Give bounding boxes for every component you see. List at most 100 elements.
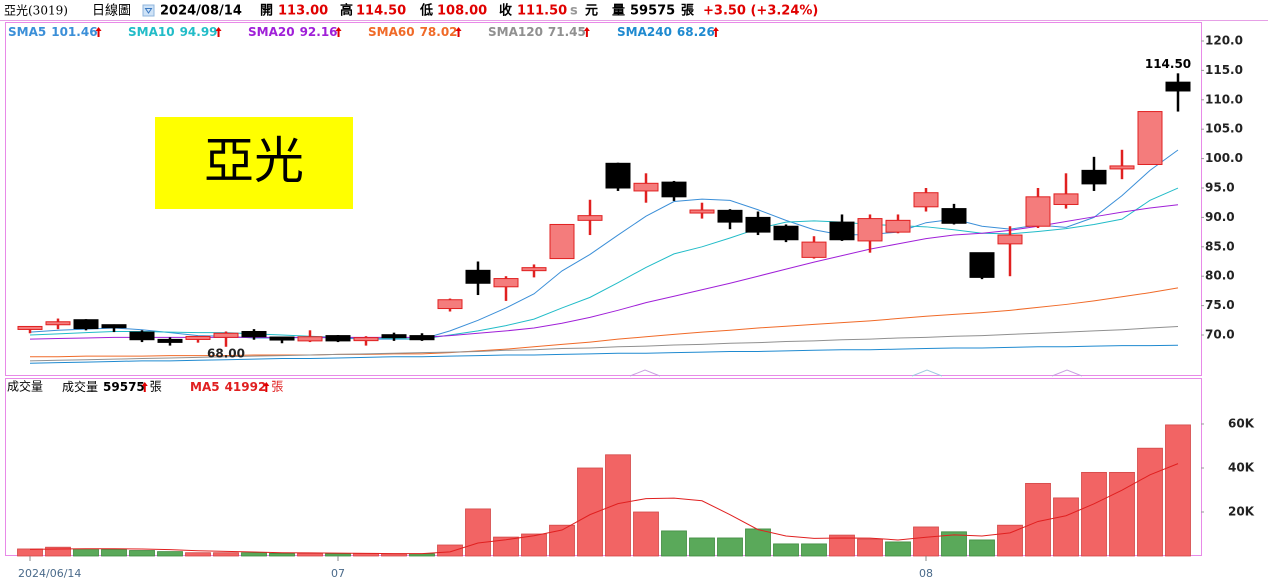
volume-bar — [157, 551, 183, 557]
volume-bar — [325, 553, 351, 557]
header-item: 低 — [419, 3, 433, 19]
candle-body — [745, 216, 771, 233]
volume-bar — [101, 548, 127, 557]
header-item: 張 — [681, 4, 695, 19]
volume-bar — [1053, 497, 1079, 557]
ma-line — [30, 287, 1179, 358]
volume-bar — [185, 552, 211, 557]
candle-body — [269, 336, 295, 341]
up-arrow — [712, 27, 719, 37]
y-tick-label: 100.0 — [1205, 151, 1243, 165]
legend-entry: MA5 41992 — [190, 380, 266, 394]
y-tick-label: 75.0 — [1205, 298, 1235, 312]
volume-bar — [941, 531, 967, 557]
y-tick-label: 105.0 — [1205, 122, 1243, 136]
up-arrow — [455, 27, 462, 37]
candle-body — [997, 234, 1023, 245]
candle-body — [773, 225, 799, 241]
candle-body — [521, 267, 547, 272]
legend-entry: SMA5 101.46 — [8, 25, 98, 39]
legend-name: SMA240 — [617, 25, 672, 39]
candle-body — [857, 218, 883, 242]
candle-body — [605, 162, 631, 189]
volume-bar — [437, 544, 463, 557]
candle-body — [1165, 81, 1191, 92]
candle-body — [353, 337, 379, 342]
candle-body — [45, 321, 71, 326]
min-label: 68.00 — [207, 346, 245, 360]
volume-bar — [969, 539, 995, 557]
marker — [911, 369, 943, 377]
candle-body — [1137, 111, 1163, 165]
header-item: +3.50 (+3.24%) — [703, 4, 818, 19]
volume-bar — [1137, 447, 1163, 557]
candle-body — [717, 209, 743, 223]
volume-bar — [885, 541, 911, 557]
candle-body — [437, 299, 463, 310]
header-item: 114.50 — [356, 4, 406, 19]
volume-bar — [493, 536, 519, 557]
legend-name: SMA60 — [368, 25, 415, 39]
volume-bar — [521, 533, 547, 557]
up-arrow — [95, 27, 102, 37]
legend-name: SMA120 — [488, 25, 543, 39]
legend-unit: 張 — [271, 380, 283, 394]
chart-type-icon[interactable] — [142, 4, 155, 17]
legend-value: 71.45 — [548, 25, 586, 39]
candle-body — [157, 338, 183, 343]
candle-body — [801, 241, 827, 258]
header-item: 108.00 — [437, 4, 487, 19]
volume-bar — [1109, 471, 1135, 557]
marker — [629, 369, 661, 377]
header-item: 量 — [612, 4, 625, 19]
ma-line — [29, 344, 1179, 364]
legend-name: SMA10 — [128, 25, 175, 39]
x-tick-label: 2024/06/14 — [18, 567, 81, 580]
candle-body — [913, 192, 939, 208]
legend-entry: SMA120 71.45 — [488, 25, 586, 39]
up-arrow — [141, 382, 148, 392]
y-tick-label: 40K — [1228, 460, 1255, 474]
header-item: 日線圖 — [92, 3, 131, 19]
ma-line — [29, 325, 1179, 362]
x-tick-label: 07 — [331, 567, 345, 580]
candle-body — [493, 278, 519, 288]
legend-unit: 張 — [150, 380, 162, 394]
marker — [1051, 369, 1083, 377]
max-label: 114.50 — [1145, 57, 1191, 71]
candle-body — [73, 319, 99, 330]
volume-bar — [297, 552, 323, 557]
y-tick-label: 20K — [1228, 504, 1255, 518]
candle-body — [17, 325, 43, 330]
y-tick-label: 80.0 — [1205, 269, 1235, 283]
volume-panel — [5, 378, 1202, 556]
candle-body — [213, 332, 239, 338]
price-panel — [5, 22, 1202, 376]
volume-bar — [913, 526, 939, 557]
legend-entry: SMA10 94.99 — [128, 25, 218, 39]
header-item: 元 — [585, 4, 598, 19]
legend-value: 78.02 — [420, 25, 458, 39]
header-item: 高 — [340, 3, 353, 19]
legend-value: 59575 — [103, 380, 145, 394]
legend-value: 101.46 — [51, 25, 97, 39]
legend-entry: SMA60 78.02 — [368, 25, 458, 39]
header-item: 2024/08/14 — [160, 4, 242, 19]
volume-bar — [661, 530, 687, 557]
legend-entry: 成交量 59575 — [62, 379, 145, 394]
volume-bar — [773, 543, 799, 557]
volume-bar — [801, 543, 827, 557]
y-tick-label: 120.0 — [1205, 33, 1243, 47]
header-item: 開 — [260, 4, 273, 19]
candle-body — [689, 209, 715, 214]
candle-body — [969, 252, 995, 278]
candle-body — [465, 269, 491, 284]
candle-body — [885, 219, 911, 233]
candle-body — [549, 223, 575, 260]
volume-bar — [45, 546, 71, 557]
candle-body — [129, 331, 155, 341]
legend-value: 94.99 — [180, 25, 218, 39]
volume-bar — [269, 552, 295, 557]
candle-body — [101, 324, 127, 329]
